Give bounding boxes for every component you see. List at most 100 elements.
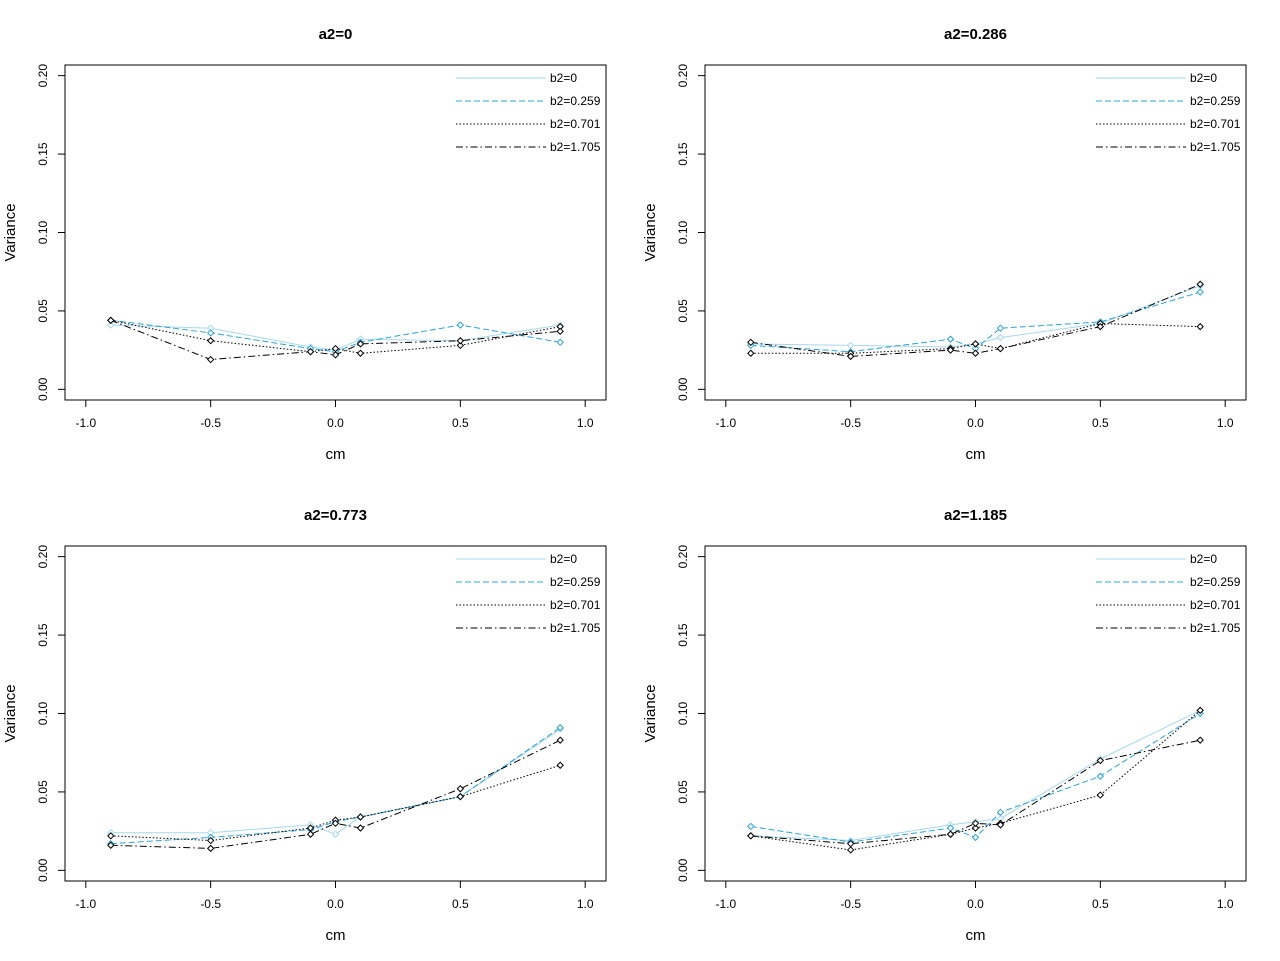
y-tick-label: 0.20 [36, 64, 50, 88]
data-point [1096, 772, 1105, 780]
legend-entry: b2=1.705 [550, 140, 601, 154]
x-tick-label: 0.5 [1092, 416, 1109, 430]
y-tick-label: 0.05 [676, 780, 690, 804]
y-tick-label: 0.20 [36, 545, 50, 569]
chart-title: a2=1.185 [944, 507, 1007, 524]
chart-title: a2=0.773 [304, 507, 367, 524]
legend-entry: b2=0.259 [1190, 94, 1241, 108]
y-tick-label: 0.10 [36, 220, 50, 244]
data-point [747, 832, 755, 840]
data-point [206, 844, 215, 853]
data-point [331, 351, 340, 359]
data-point [846, 846, 855, 854]
data-point [971, 833, 980, 842]
data-point [946, 830, 955, 838]
data-point [206, 329, 215, 337]
x-tick-label: 0.0 [967, 897, 984, 911]
y-tick-label: 0.15 [676, 142, 690, 166]
legend-entry: b2=1.705 [1190, 140, 1241, 154]
y-tick-label: 0.10 [676, 701, 690, 725]
legend-entry: b2=0.259 [1190, 575, 1241, 589]
y-tick-label: 0.05 [676, 299, 690, 323]
x-tick-label: 0.5 [1092, 897, 1109, 911]
data-point [206, 355, 215, 364]
x-tick-label: -0.5 [200, 897, 221, 911]
data-point [747, 822, 755, 831]
chart-panel: a2=0.286 -1.0 -0.5 0.0 0.5 1.0 0.00 0.05 0.10 0.1… [642, 26, 1247, 463]
y-tick-label: 0.15 [36, 142, 50, 166]
y-tick-label: 0.20 [676, 545, 690, 569]
legend-entry: b2=0.259 [550, 94, 601, 108]
legend-entry: b2=0 [550, 552, 577, 566]
x-axis-label: cm [966, 927, 986, 944]
x-tick-label: -1.0 [75, 416, 96, 430]
data-point [1096, 756, 1105, 765]
data-point [206, 337, 215, 345]
data-point [846, 839, 855, 848]
y-tick-label: 0.00 [676, 377, 690, 401]
series-line-b2=0.701 [110, 764, 561, 842]
data-point [996, 808, 1005, 817]
data-point [456, 337, 465, 345]
data-point [556, 761, 564, 769]
data-point [747, 349, 755, 357]
y-axis-label: Variance [642, 203, 659, 261]
legend-entry: b2=0.701 [550, 117, 601, 131]
x-tick-label: -1.0 [715, 897, 736, 911]
data-point [306, 830, 315, 838]
y-tick-label: 0.15 [36, 623, 50, 647]
data-point [971, 819, 980, 828]
legend-entry: b2=0.701 [550, 598, 601, 612]
data-point [971, 340, 980, 348]
chart-panel: a2=1.185 -1.0 -0.5 0.0 0.5 1.0 0.00 0.05 0.10 0.1… [642, 507, 1247, 944]
y-axis-label: Variance [642, 684, 659, 742]
data-point [556, 327, 564, 336]
data-point [331, 819, 340, 828]
data-point [996, 333, 1005, 342]
data-point [996, 344, 1005, 353]
data-point [747, 338, 755, 347]
y-tick-label: 0.05 [36, 299, 50, 323]
y-tick-label: 0.00 [36, 377, 50, 401]
y-tick-label: 0.20 [676, 64, 690, 88]
chart-title: a2=0.286 [944, 26, 1007, 43]
data-point [306, 347, 315, 356]
x-tick-label: -1.0 [75, 897, 96, 911]
x-axis-label: cm [966, 446, 986, 463]
data-point [356, 349, 365, 357]
legend-entry: b2=0 [550, 71, 577, 85]
x-tick-label: 1.0 [577, 897, 594, 911]
x-tick-label: 0.5 [452, 897, 469, 911]
series-line-b2=0 [750, 285, 1201, 348]
x-tick-label: 0.0 [967, 416, 984, 430]
y-tick-label: 0.10 [36, 701, 50, 725]
data-point [1196, 288, 1204, 296]
x-tick-label: 1.0 [1217, 416, 1234, 430]
legend-entry: b2=0.701 [1190, 117, 1241, 131]
data-point [556, 338, 564, 347]
y-tick-label: 0.00 [36, 858, 50, 882]
y-tick-label: 0.05 [36, 780, 50, 804]
chart-title: a2=0 [319, 26, 353, 43]
y-tick-label: 0.10 [676, 220, 690, 244]
chart-panel: a2=0 -1.0 -0.5 0.0 0.5 1.0 0.00 0.05 0.10 0.15 0.2… [2, 26, 607, 463]
x-tick-label: -0.5 [840, 416, 861, 430]
x-tick-label: 0.0 [327, 897, 344, 911]
x-tick-label: 0.5 [452, 416, 469, 430]
x-tick-label: 1.0 [577, 416, 594, 430]
legend-entry: b2=0.259 [550, 575, 601, 589]
data-point [356, 813, 365, 821]
data-point [356, 824, 365, 832]
y-axis-label: Variance [2, 203, 19, 261]
legend-entry: b2=1.705 [550, 621, 601, 635]
data-point [1096, 791, 1105, 799]
y-tick-label: 0.15 [676, 623, 690, 647]
data-point [946, 335, 955, 343]
data-point [107, 832, 115, 840]
data-point [1196, 736, 1204, 744]
data-point [1096, 322, 1105, 331]
legend-entry: b2=0 [1190, 552, 1217, 566]
x-tick-label: -0.5 [200, 416, 221, 430]
legend-entry: b2=0 [1190, 71, 1217, 85]
